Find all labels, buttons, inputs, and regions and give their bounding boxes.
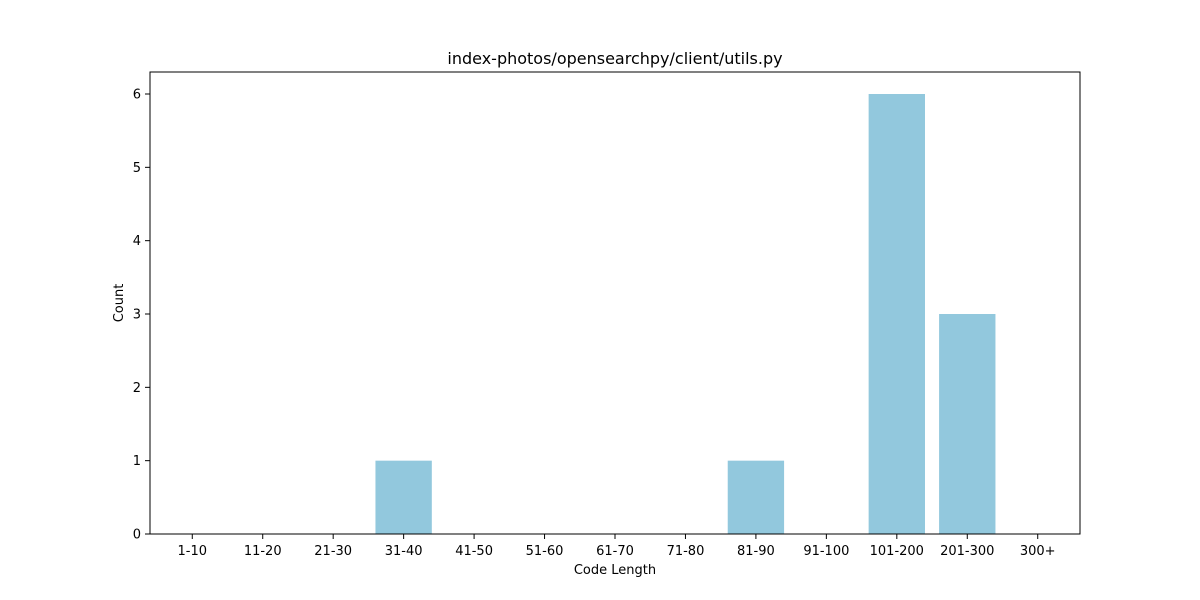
x-tick-label: 1-10	[178, 544, 208, 559]
x-tick-label: 11-20	[244, 544, 282, 559]
y-axis-label: Count	[112, 284, 127, 323]
bar-31-40	[375, 460, 432, 534]
x-tick-label: 31-40	[385, 544, 423, 559]
x-tick-label: 71-80	[667, 544, 705, 559]
x-tick-label: 81-90	[737, 544, 775, 559]
x-tick-label: 300+	[1020, 544, 1056, 559]
y-tick-label: 4	[133, 234, 141, 249]
x-tick-label: 21-30	[314, 544, 352, 559]
x-axis-label: Code Length	[574, 563, 656, 578]
y-tick-label: 5	[133, 161, 141, 176]
x-tick-label: 201-300	[940, 544, 994, 559]
bar-series	[375, 94, 996, 534]
x-tick-label: 101-200	[870, 544, 924, 559]
bar-101-200	[868, 94, 925, 534]
y-axis: 0 1 2 3 4 5 6	[133, 88, 150, 543]
y-tick-label: 6	[133, 88, 141, 103]
x-tick-label: 51-60	[526, 544, 564, 559]
bar-81-90	[727, 460, 785, 534]
y-tick-label: 1	[133, 454, 141, 469]
x-axis: 1-10 11-20 21-30 31-40 41-50 51-60 61-70 71-80 8…	[178, 534, 1056, 559]
bar-201-300	[939, 314, 996, 534]
y-tick-label: 2	[133, 381, 141, 396]
x-tick-label: 41-50	[455, 544, 493, 559]
chart-title: index-photos/opensearchpy/client/utils.p…	[447, 49, 782, 68]
y-tick-label: 0	[133, 528, 141, 543]
x-tick-label: 91-100	[803, 544, 849, 559]
y-tick-label: 3	[133, 308, 141, 323]
x-tick-label: 61-70	[596, 544, 634, 559]
